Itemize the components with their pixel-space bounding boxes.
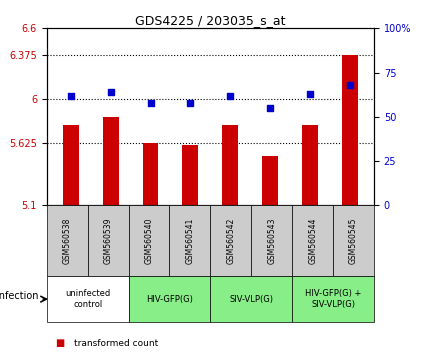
Title: GDS4225 / 203035_s_at: GDS4225 / 203035_s_at: [135, 14, 286, 27]
Text: GSM560544: GSM560544: [308, 217, 317, 264]
Text: HIV-GFP(G) +
SIV-VLP(G): HIV-GFP(G) + SIV-VLP(G): [305, 290, 361, 309]
Text: GSM560542: GSM560542: [227, 217, 235, 264]
Point: [227, 93, 234, 98]
Point: [307, 91, 314, 97]
Point: [67, 93, 74, 98]
Point: [187, 100, 194, 105]
Bar: [302, 125, 318, 205]
Text: GSM560543: GSM560543: [267, 217, 276, 264]
Text: uninfected
control: uninfected control: [65, 290, 110, 309]
Text: HIV-GFP(G): HIV-GFP(G): [146, 295, 193, 304]
Bar: [182, 144, 198, 205]
Bar: [63, 125, 79, 205]
Text: GSM560539: GSM560539: [104, 217, 113, 264]
Text: infection: infection: [0, 291, 38, 301]
Text: GSM560538: GSM560538: [63, 217, 72, 264]
Text: GSM560540: GSM560540: [144, 217, 153, 264]
Text: GSM560541: GSM560541: [185, 217, 194, 264]
Bar: [262, 156, 278, 205]
Bar: [342, 56, 358, 205]
Text: GSM560545: GSM560545: [349, 217, 358, 264]
Point: [267, 105, 274, 111]
Point: [147, 100, 154, 105]
Bar: [102, 117, 119, 205]
Point: [347, 82, 354, 88]
Point: [107, 89, 114, 95]
Text: transformed count: transformed count: [74, 339, 159, 348]
Text: SIV-VLP(G): SIV-VLP(G): [229, 295, 273, 304]
Bar: [142, 143, 159, 205]
Text: ■: ■: [55, 338, 65, 348]
Bar: [222, 125, 238, 205]
